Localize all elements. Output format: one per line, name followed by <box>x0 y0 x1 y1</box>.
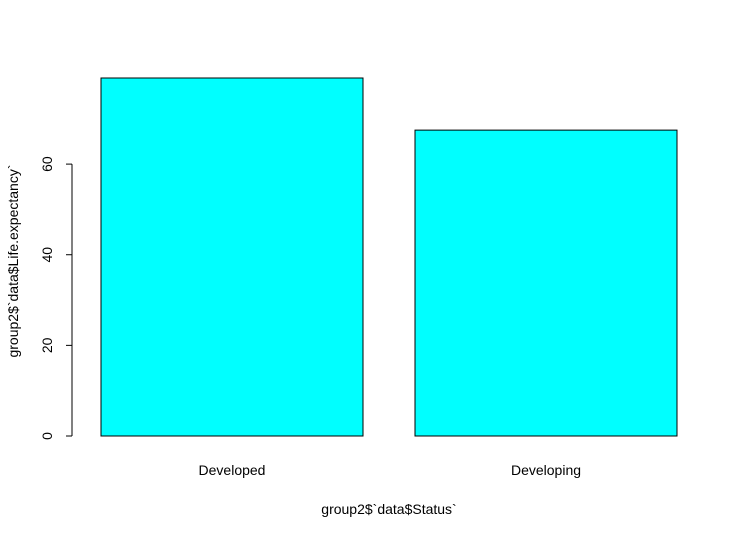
y-tick-label: 20 <box>39 337 55 353</box>
x-axis-title: group2$`data$Status` <box>321 501 456 517</box>
y-tick-label: 0 <box>39 432 55 440</box>
bar-developed <box>100 77 364 437</box>
category-label: Developing <box>511 462 581 478</box>
category-labels: Developed Developing <box>199 462 582 478</box>
category-label: Developed <box>199 462 266 478</box>
y-tick-label: 60 <box>39 156 55 172</box>
bar-developing <box>414 129 678 437</box>
y-axis: 0 20 40 60 <box>39 156 73 440</box>
bars <box>100 77 678 437</box>
y-tick-label: 40 <box>39 247 55 263</box>
y-axis-title: group2$`data$Life.expectancy` <box>5 164 21 357</box>
